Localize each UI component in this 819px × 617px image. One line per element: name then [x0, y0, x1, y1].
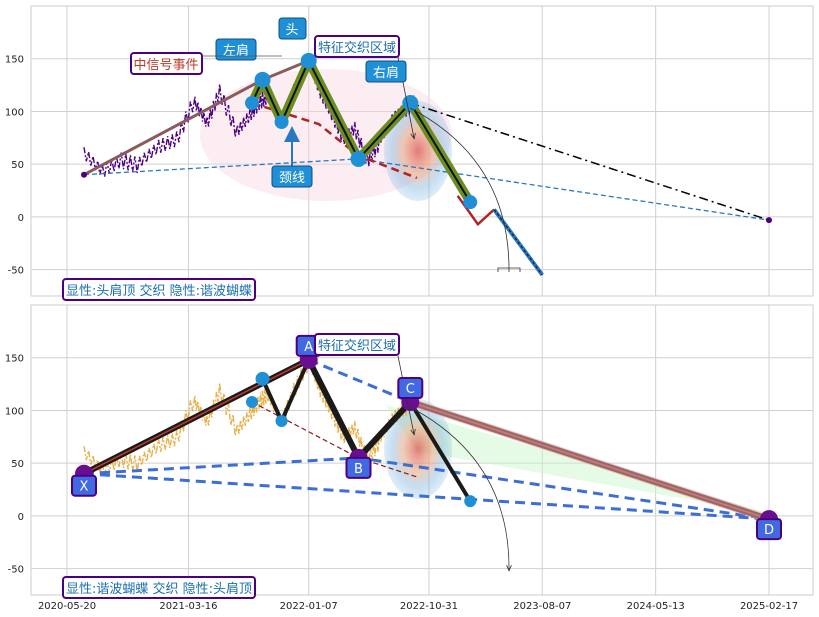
- pattern-point: [254, 71, 271, 88]
- pattern-point: [402, 95, 419, 112]
- x-tick-label: 2024-05-13: [627, 601, 685, 612]
- label-signal-event: 中信号事件: [130, 52, 282, 75]
- projection-arc: [409, 107, 510, 273]
- svg-text:X: X: [80, 480, 89, 495]
- top-y-ticks: 150 100 50 0 -50: [5, 55, 24, 277]
- projection-arc-bottom: [409, 406, 509, 570]
- x-tick-label: 2020-05-20: [38, 601, 96, 612]
- pattern-point: [350, 150, 367, 167]
- x-axis-ticks: 2020-05-20 2021-03-16 2022-01-07 2022-10-31…: [38, 601, 798, 612]
- legend-box-bottom: 显性:谐波蝴蝶 交织 隐性:头肩顶: [62, 576, 256, 599]
- xabcd-label-X: X: [71, 474, 98, 497]
- legend-box-top: 显性:头肩顶 交织 隐性:谐波蝴蝶: [62, 278, 256, 301]
- x-tick-label: 2022-10-31: [400, 601, 458, 612]
- svg-text:D: D: [764, 523, 774, 538]
- target-line: [410, 102, 770, 221]
- start-point: [81, 171, 88, 178]
- hidden-hs-point: [275, 415, 288, 427]
- x-tick-label: 2021-03-16: [159, 601, 217, 612]
- svg-text:A: A: [304, 340, 313, 355]
- bottom-y-ticks: 150 100 50 0 -50: [5, 354, 24, 576]
- legend-text-top: 显性:头肩顶 交织 隐性:谐波蝴蝶: [66, 283, 252, 299]
- xabcd-label-D: D: [756, 518, 782, 541]
- pattern-point: [300, 52, 317, 69]
- right-shoulder-text: 右肩: [373, 65, 399, 81]
- y-tick-label: 150: [5, 55, 24, 66]
- top-panel: 150 100 50 0 -50: [5, 52, 772, 277]
- ac-line: [308, 358, 411, 404]
- label-head: 头: [278, 17, 307, 40]
- hidden-hs-line: [260, 355, 472, 503]
- label-right-shoulder: 右肩: [365, 60, 407, 83]
- label-feature-zone-bottom: 特征交织区域: [314, 333, 400, 356]
- target-point: [766, 217, 772, 224]
- pattern-point: [463, 195, 478, 210]
- y-tick-label: 100: [5, 406, 24, 417]
- left-shoulder-text: 左肩: [223, 43, 249, 59]
- label-neckline: 颈线: [271, 165, 313, 188]
- x-tick-label: 2025-02-17: [740, 601, 798, 612]
- y-tick-label: -50: [8, 565, 24, 576]
- pattern-point: [274, 115, 289, 129]
- y-tick-label: 0: [18, 512, 24, 523]
- y-tick-label: -50: [8, 266, 24, 277]
- projection-bracket: [497, 267, 521, 272]
- feature-zone-text-top: 特征交织区域: [318, 40, 396, 56]
- legend-text-bottom: 显性:谐波蝴蝶 交织 隐性:头肩顶: [66, 581, 252, 597]
- projection-leg-inner: [493, 209, 543, 276]
- bottom-feature-zone: [384, 399, 452, 499]
- svg-text:B: B: [354, 462, 363, 477]
- xabcd-label-B: B: [345, 456, 372, 479]
- label-left-shoulder: 左肩: [215, 38, 257, 61]
- xabcd-labels: X A B C D: [71, 334, 782, 541]
- neckline-text: 颈线: [279, 171, 305, 186]
- hidden-hs-point: [255, 371, 270, 386]
- svg-text:C: C: [406, 382, 415, 397]
- top-feature-zone: [384, 101, 452, 201]
- xabcd-label-C: C: [397, 377, 424, 400]
- y-tick-label: 100: [5, 107, 24, 118]
- hidden-hs-point: [464, 495, 477, 508]
- y-tick-label: 50: [11, 459, 24, 470]
- signal-event-text: 中信号事件: [133, 58, 198, 73]
- y-tick-label: 0: [18, 213, 24, 224]
- feature-zone-text-bottom: 特征交织区域: [318, 338, 396, 354]
- label-feature-zone-top: 特征交织区域: [314, 35, 400, 58]
- xd-line: [83, 472, 770, 521]
- top-pattern-points: [81, 52, 772, 224]
- neckline: [251, 101, 418, 180]
- y-tick-label: 50: [11, 160, 24, 171]
- hidden-hs-point: [246, 396, 259, 409]
- cd-band: [409, 398, 771, 523]
- y-tick-label: 150: [5, 354, 24, 365]
- x-tick-label: 2022-01-07: [280, 601, 338, 612]
- head-text: 头: [285, 23, 298, 38]
- x-tick-label: 2023-08-07: [513, 601, 571, 612]
- pattern-point: [245, 96, 260, 111]
